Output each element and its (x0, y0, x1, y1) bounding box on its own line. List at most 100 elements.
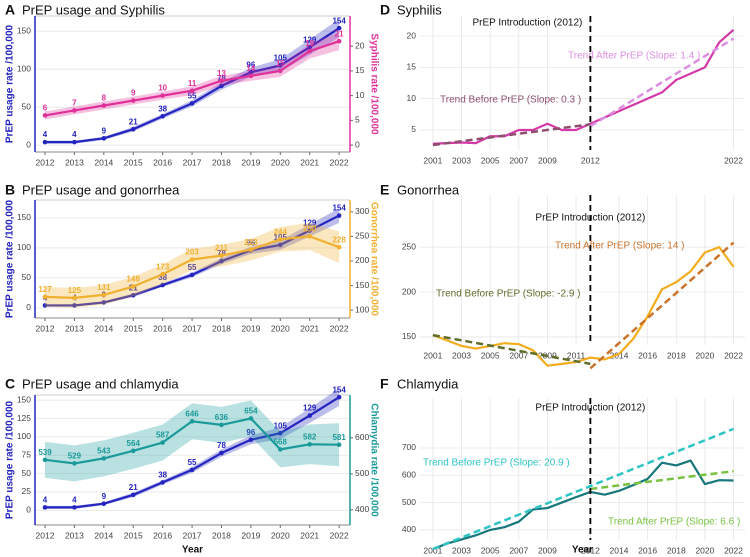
data-point (248, 416, 254, 421)
x-tick-label: 2016 (153, 530, 172, 540)
data-label: 129 (303, 404, 317, 413)
data-point (307, 413, 313, 418)
x-tick-label: 2016 (638, 350, 657, 360)
y2-tick-label: 0 (355, 139, 360, 149)
x-tick-label: 2001 (423, 545, 442, 555)
x-tick-label: 2014 (610, 545, 629, 555)
y2-tick-label: 10 (355, 90, 365, 100)
y-tick-label: 150 (402, 331, 416, 341)
data-point (72, 505, 77, 510)
data-point (101, 501, 107, 507)
data-label: 154 (332, 16, 346, 25)
x-tick-label: 2014 (94, 157, 113, 167)
x-tick-label: 2003 (452, 155, 471, 165)
x-tick-label: 2001 (423, 350, 442, 360)
x-tick-label: 2021 (300, 530, 319, 540)
trend-line (432, 427, 735, 551)
panel-title: PrEP usage and chlamydia (22, 376, 179, 391)
panel-letter: A (5, 2, 15, 18)
data-point (277, 447, 283, 452)
x-tick-label: 2022 (724, 545, 743, 555)
y-tick-label: 50 (22, 101, 32, 111)
x-tick-label: 2018 (667, 350, 686, 360)
data-label: 529 (68, 452, 82, 461)
x-tick-label: 2013 (65, 530, 84, 540)
data-point (336, 394, 342, 400)
data-point (336, 442, 342, 447)
data-label: 131 (97, 283, 111, 292)
data-label: 203 (185, 248, 199, 257)
x-tick-label: 2016 (638, 545, 657, 555)
data-point (160, 440, 165, 445)
x-tick-label: 2003 (452, 350, 471, 360)
x-tick-label: 2022 (330, 323, 349, 333)
x-tick-label: 2019 (241, 157, 260, 167)
y-axis-title: PrEP usage rate /100,000 (5, 199, 16, 318)
data-label: 244 (274, 227, 288, 236)
trend-line (589, 37, 735, 128)
data-point (189, 467, 195, 473)
y-tick-label: 125 (17, 413, 31, 423)
x-tick-label: 2017 (183, 323, 202, 333)
y-tick-label: 100 (17, 431, 31, 441)
data-point (42, 505, 48, 510)
trend-label: Trend After PrEP (Slope: 14 ) (555, 241, 685, 252)
x-tick-label: 2018 (212, 157, 231, 167)
x-tick-label: 2017 (183, 530, 202, 540)
annotation: PrEP Introduction (2012) (535, 403, 645, 414)
data-label: 127 (38, 285, 52, 294)
data-label: 582 (303, 432, 317, 441)
data-point (72, 461, 77, 466)
y-tick-label: 0 (26, 139, 31, 149)
y2-axis-title: Syphilis rate /100,000 (368, 33, 379, 135)
x-tick-label: 2015 (124, 530, 143, 540)
x-tick-label: 2021 (300, 157, 319, 167)
y2-tick-label: 200 (355, 255, 369, 265)
data-label: 654 (244, 407, 258, 416)
data-point (248, 247, 254, 252)
data-point (101, 103, 107, 108)
data-point (130, 292, 136, 298)
panel-title: PrEP usage and gonorrhea (22, 182, 180, 197)
data-label: 38 (158, 471, 167, 480)
y-tick-label: 0 (26, 505, 31, 515)
panel-letter: E (380, 182, 389, 198)
x-tick-label: 2015 (124, 323, 143, 333)
y-tick-label: 15 (407, 62, 417, 72)
y2-tick-label: 150 (355, 280, 369, 290)
data-label: 4 (72, 495, 77, 504)
data-label: 10 (158, 84, 167, 93)
y2-tick-label: 15 (355, 65, 365, 75)
x-tick-label: 2020 (695, 545, 714, 555)
data-point (219, 422, 224, 428)
x-tick-label: 2011 (567, 350, 586, 360)
data-point (336, 25, 342, 31)
x-tick-label: 2013 (65, 157, 84, 167)
data-label: 4 (72, 130, 77, 139)
y-tick-label: 75 (22, 449, 32, 459)
data-label: 646 (185, 409, 199, 418)
data-point (160, 93, 165, 98)
confidence-band (45, 222, 340, 308)
data-label: 173 (156, 262, 170, 271)
data-label: 581 (332, 433, 346, 442)
panel-letter: F (380, 376, 389, 392)
data-point (219, 450, 224, 456)
x-tick-label: 2014 (94, 530, 113, 540)
y-tick-label: 700 (402, 442, 416, 452)
data-point (189, 88, 195, 93)
annotation: PrEP Introduction (2012) (472, 18, 582, 29)
trend-label: Trend After PrEP (Slope: 1.4 ) (568, 51, 700, 62)
annotation: PrEP Introduction (2012) (535, 213, 645, 224)
data-label: 38 (158, 273, 167, 282)
x-tick-label: 2005 (481, 155, 500, 165)
x-tick-label: 2012 (581, 545, 600, 555)
data-point (189, 272, 195, 278)
x-tick-label: 2018 (212, 530, 231, 540)
data-point (42, 139, 48, 145)
y-tick-label: 10 (407, 93, 417, 103)
x-tick-label: 2018 (212, 323, 231, 333)
data-point (42, 457, 48, 463)
x-tick-label: 2009 (538, 545, 557, 555)
